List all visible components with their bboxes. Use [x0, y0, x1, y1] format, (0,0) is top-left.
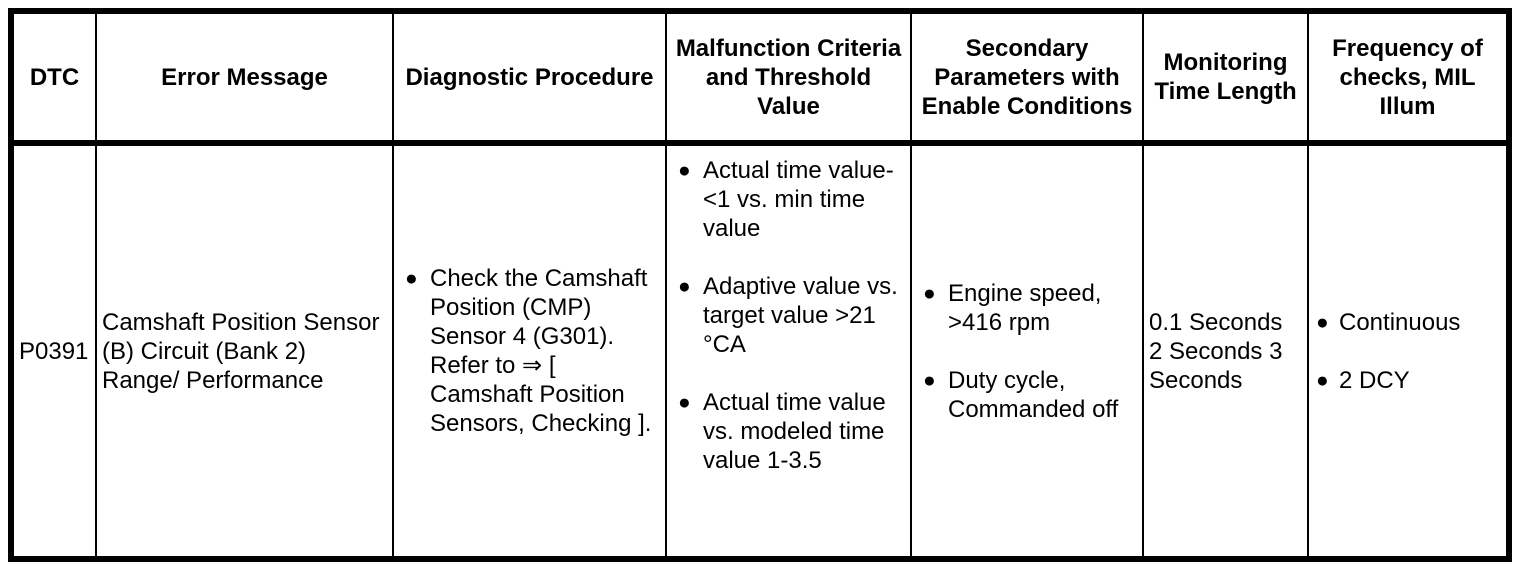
list-item: ● Continuous: [1313, 308, 1502, 337]
column-header-error-message: Error Message: [97, 14, 394, 140]
list-item: ● 2 DCY: [1313, 366, 1502, 395]
list-item: ● Check the Camshaft Position (CMP) Sens…: [398, 264, 661, 438]
list-item: ● Adaptive value vs. target value >21 °C…: [671, 272, 906, 359]
column-header-monitoring-time: Monitoring Time Length: [1144, 14, 1309, 140]
secondary-parameters-list: ● Engine speed, >416 rpm ● Duty cycle, C…: [916, 279, 1138, 424]
list-item: ● Actual time value-<1 vs. min time valu…: [671, 156, 906, 243]
table-header-row: DTC Error Message Diagnostic Procedure M…: [14, 14, 1506, 146]
diagnostic-procedure-list: ● Check the Camshaft Position (CMP) Sens…: [398, 264, 661, 438]
list-item: ● Duty cycle, Commanded off: [916, 366, 1138, 424]
cell-monitoring-time: 0.1 Seconds 2 Seconds 3 Seconds: [1144, 146, 1309, 556]
dtc-code: P0391: [19, 337, 89, 365]
secondary-parameter-text: Engine speed, >416 rpm: [948, 279, 1102, 336]
cell-frequency: ● Continuous ● 2 DCY: [1309, 146, 1506, 556]
column-header-secondary-parameters: Secondary Parameters with Enable Conditi…: [912, 14, 1144, 140]
diagnostic-procedure-text: Check the Camshaft Position (CMP) Sensor…: [430, 265, 652, 437]
bullet-icon: ●: [923, 281, 936, 305]
cell-error-message: Camshaft Position Sensor (B) Circuit (Ba…: [97, 146, 394, 556]
cell-malfunction-criteria: ● Actual time value-<1 vs. min time valu…: [667, 146, 912, 556]
bullet-icon: ●: [678, 391, 691, 414]
column-header-malfunction-criteria: Malfunction Criteria and Threshold Value: [667, 14, 912, 140]
bullet-icon: ●: [923, 368, 936, 392]
list-item: ● Engine speed, >416 rpm: [916, 279, 1138, 337]
table-row: P0391 Camshaft Position Sensor (B) Circu…: [14, 146, 1506, 556]
malfunction-criterion-text: Actual time value-<1 vs. min time value: [703, 157, 894, 242]
cell-diagnostic-procedure: ● Check the Camshaft Position (CMP) Sens…: [394, 146, 667, 556]
malfunction-criterion-text: Adaptive value vs. target value >21 °CA: [703, 273, 898, 358]
list-item: ● Actual time value vs. modeled time val…: [671, 388, 906, 475]
bullet-icon: ●: [1316, 310, 1329, 334]
monitoring-time-text: 0.1 Seconds 2 Seconds 3 Seconds: [1149, 308, 1283, 394]
error-message-text: Camshaft Position Sensor (B) Circuit (Ba…: [102, 308, 380, 394]
frequency-text: 2 DCY: [1339, 366, 1410, 394]
column-header-dtc: DTC: [14, 14, 97, 140]
cell-secondary-parameters: ● Engine speed, >416 rpm ● Duty cycle, C…: [912, 146, 1144, 556]
dtc-table: DTC Error Message Diagnostic Procedure M…: [8, 8, 1512, 562]
malfunction-criteria-list: ● Actual time value-<1 vs. min time valu…: [671, 156, 906, 475]
malfunction-criterion-text: Actual time value vs. modeled time value…: [703, 389, 886, 474]
bullet-icon: ●: [678, 159, 691, 182]
bullet-icon: ●: [1316, 368, 1329, 392]
secondary-parameter-text: Duty cycle, Commanded off: [948, 366, 1119, 423]
column-header-diagnostic-procedure: Diagnostic Procedure: [394, 14, 667, 140]
frequency-text: Continuous: [1339, 308, 1461, 336]
bullet-icon: ●: [405, 267, 418, 290]
bullet-icon: ●: [678, 275, 691, 298]
column-header-frequency: Frequency of checks, MIL Illum: [1332, 34, 1483, 120]
frequency-list: ● Continuous ● 2 DCY: [1313, 308, 1502, 395]
cell-dtc-code: P0391: [14, 146, 97, 556]
